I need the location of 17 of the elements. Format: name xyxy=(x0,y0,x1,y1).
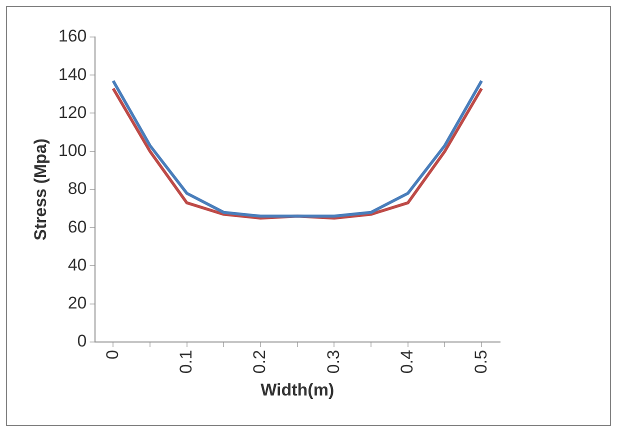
y-tick-label: 20 xyxy=(68,294,87,313)
x-tick-label: 0.5 xyxy=(471,350,490,374)
y-tick-label: 140 xyxy=(58,64,87,84)
y-tick-label: 60 xyxy=(68,217,87,236)
x-tick-label: 0.1 xyxy=(176,350,196,374)
y-tick-label: 100 xyxy=(58,141,87,160)
y-tick-label: 120 xyxy=(58,102,87,122)
x-tick-label: 0.2 xyxy=(250,350,270,374)
x-axis-title: Width(m) xyxy=(260,380,334,400)
y-axis-title: Stress (Mpa) xyxy=(30,138,50,240)
x-tick-label: 0 xyxy=(102,350,122,360)
x-tick-label: 0.4 xyxy=(398,350,417,374)
y-tick-label: 0 xyxy=(77,332,87,351)
y-tick-label: 80 xyxy=(68,179,87,198)
x-tick-label: 0.3 xyxy=(324,350,343,374)
y-tick-label: 40 xyxy=(68,255,87,274)
y-tick-label: 160 xyxy=(58,26,87,46)
